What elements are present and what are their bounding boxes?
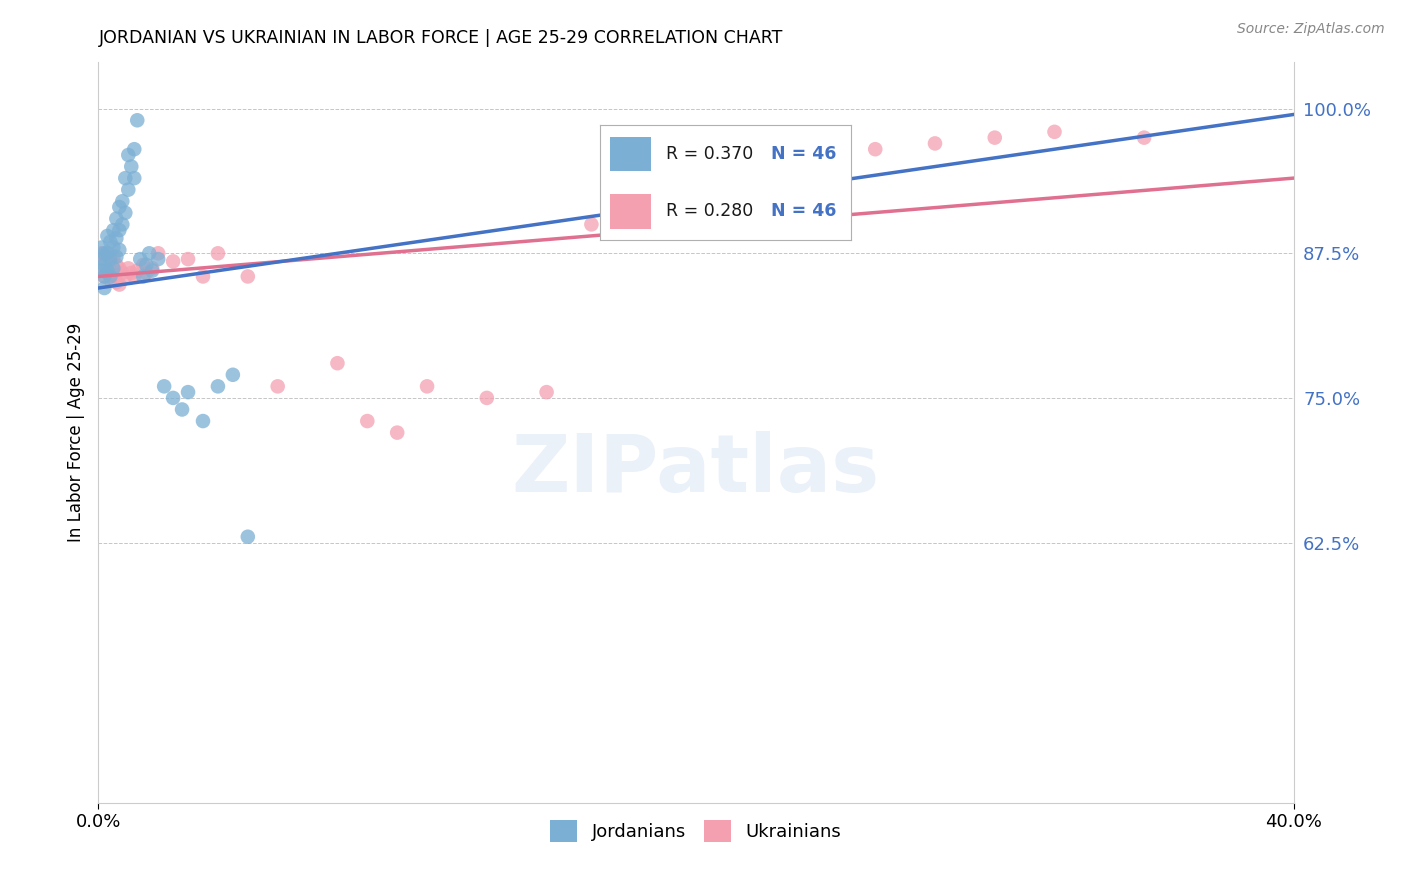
Point bbox=[162, 391, 184, 405]
Point bbox=[117, 261, 139, 276]
Point bbox=[105, 258, 128, 272]
Point bbox=[114, 206, 136, 220]
Legend: Jordanians, Ukrainians: Jordanians, Ukrainians bbox=[543, 813, 849, 849]
Point bbox=[153, 379, 176, 393]
Y-axis label: In Labor Force | Age 25-29: In Labor Force | Age 25-29 bbox=[66, 323, 84, 542]
Point bbox=[90, 252, 112, 266]
Point bbox=[135, 266, 157, 280]
Point bbox=[804, 148, 827, 162]
Text: ZIPatlas: ZIPatlas bbox=[512, 431, 880, 508]
Point bbox=[475, 391, 498, 405]
Point bbox=[127, 263, 149, 277]
Point bbox=[93, 258, 115, 272]
Point bbox=[108, 223, 131, 237]
Point bbox=[108, 243, 131, 257]
Point bbox=[135, 258, 157, 272]
Point bbox=[103, 268, 125, 283]
Point bbox=[93, 252, 115, 266]
Point bbox=[114, 171, 136, 186]
Point bbox=[191, 414, 214, 428]
Point bbox=[127, 113, 149, 128]
Point bbox=[141, 261, 163, 276]
Point bbox=[1133, 130, 1156, 145]
Point bbox=[207, 246, 229, 260]
Point bbox=[105, 250, 128, 264]
Point bbox=[96, 263, 118, 277]
Point bbox=[865, 142, 887, 156]
Point bbox=[117, 148, 139, 162]
Point bbox=[236, 530, 259, 544]
Point bbox=[105, 211, 128, 226]
Point bbox=[96, 246, 118, 260]
Point bbox=[98, 269, 122, 284]
Point bbox=[172, 402, 194, 417]
Point bbox=[138, 246, 160, 260]
Point bbox=[98, 273, 122, 287]
Point bbox=[108, 200, 131, 214]
Point bbox=[416, 379, 439, 393]
Point bbox=[148, 252, 170, 266]
Text: JORDANIAN VS UKRAINIAN IN LABOR FORCE | AGE 25-29 CORRELATION CHART: JORDANIAN VS UKRAINIAN IN LABOR FORCE | … bbox=[98, 29, 783, 47]
Point bbox=[177, 252, 200, 266]
Point bbox=[114, 269, 136, 284]
Point bbox=[111, 266, 134, 280]
Point bbox=[93, 281, 115, 295]
Point bbox=[222, 368, 245, 382]
Point bbox=[90, 246, 112, 260]
Point bbox=[132, 258, 155, 272]
Point bbox=[267, 379, 290, 393]
Point bbox=[141, 263, 163, 277]
Point bbox=[96, 229, 118, 244]
Point bbox=[93, 269, 115, 284]
Point bbox=[93, 269, 115, 284]
Point bbox=[745, 160, 768, 174]
Point bbox=[207, 379, 229, 393]
Point bbox=[103, 250, 125, 264]
Point bbox=[162, 254, 184, 268]
Point bbox=[108, 261, 131, 276]
Point bbox=[96, 246, 118, 260]
Point bbox=[90, 263, 112, 277]
Point bbox=[356, 414, 378, 428]
Point bbox=[96, 266, 118, 280]
Point bbox=[626, 206, 648, 220]
Point bbox=[177, 385, 200, 400]
Point bbox=[103, 240, 125, 254]
Point bbox=[326, 356, 349, 370]
Point bbox=[984, 130, 1007, 145]
Point bbox=[581, 218, 603, 232]
Point bbox=[93, 246, 115, 260]
Point bbox=[90, 263, 112, 277]
Point bbox=[124, 269, 146, 284]
Point bbox=[385, 425, 409, 440]
Point bbox=[1043, 125, 1066, 139]
Point bbox=[98, 254, 122, 268]
Point bbox=[124, 142, 146, 156]
Point bbox=[98, 235, 122, 249]
Point bbox=[103, 261, 125, 276]
Point bbox=[117, 183, 139, 197]
Point bbox=[111, 218, 134, 232]
Point bbox=[111, 194, 134, 209]
Point bbox=[105, 275, 128, 289]
Point bbox=[924, 136, 946, 151]
Point bbox=[120, 266, 142, 280]
Point bbox=[120, 160, 142, 174]
Point bbox=[132, 269, 155, 284]
Point bbox=[98, 252, 122, 266]
Text: Source: ZipAtlas.com: Source: ZipAtlas.com bbox=[1237, 22, 1385, 37]
Point bbox=[148, 246, 170, 260]
Point bbox=[105, 231, 128, 245]
Point bbox=[685, 171, 707, 186]
Point bbox=[236, 269, 259, 284]
Point bbox=[536, 385, 558, 400]
Point bbox=[124, 171, 146, 186]
Point bbox=[108, 277, 131, 292]
Point bbox=[129, 252, 152, 266]
Point bbox=[90, 240, 112, 254]
Point bbox=[191, 269, 214, 284]
Point bbox=[103, 223, 125, 237]
